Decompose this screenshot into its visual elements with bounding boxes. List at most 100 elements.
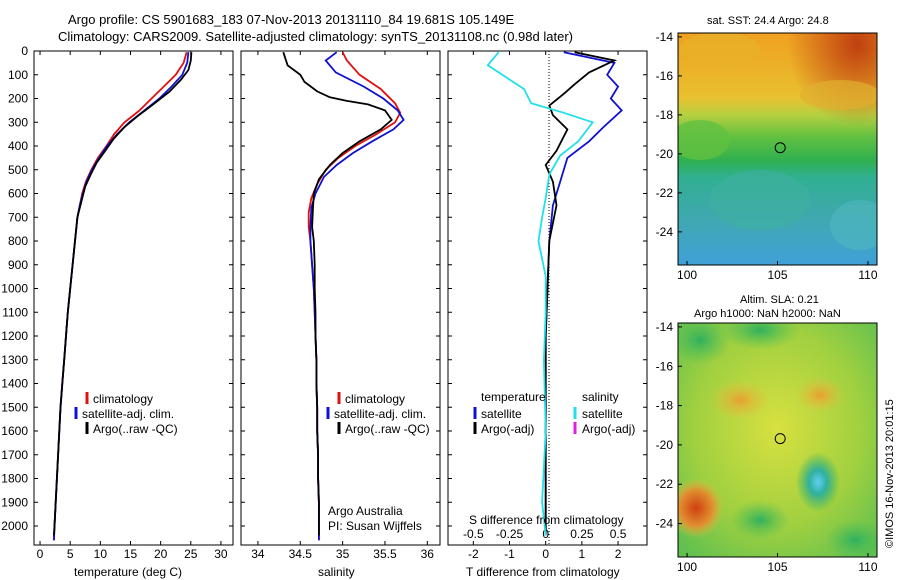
legend-label-argo: Argo(..raw -QC) bbox=[93, 422, 178, 436]
lat-tick-label: -14 bbox=[656, 320, 674, 334]
s-tick-label: 0.25 bbox=[570, 527, 594, 541]
sst-map-title: sat. SST: 24.4 Argo: 24.8 bbox=[707, 15, 829, 27]
legend-label-climatology: climatology bbox=[93, 392, 153, 406]
difference-x-label: T difference from climatology bbox=[466, 565, 620, 579]
float-position-marker bbox=[774, 142, 786, 154]
lon-tick-label: 100 bbox=[677, 268, 697, 282]
legend-title-salinity: salinity bbox=[582, 390, 619, 404]
depth-tick-label: 200 bbox=[8, 92, 28, 106]
depth-tick-label: 400 bbox=[8, 139, 28, 153]
x-tick-label: 10 bbox=[94, 547, 108, 561]
legend-label-satellite: satellite-adj. clim. bbox=[82, 407, 174, 421]
x-tick-label: 20 bbox=[154, 547, 168, 561]
depth-tick-label: 1400 bbox=[1, 377, 28, 391]
lon-tick-label: 105 bbox=[767, 560, 787, 574]
depth-tick-label: 800 bbox=[8, 234, 28, 248]
x-tick-label: 15 bbox=[124, 547, 138, 561]
sst-map-axes: 100 105 110 -14 -16 -18 -20 -22 -24 bbox=[656, 30, 878, 282]
depth-tick-label: 1300 bbox=[1, 353, 28, 367]
x-tick-label: -2 bbox=[468, 547, 479, 561]
salinity-annotation-1: Argo Australia bbox=[328, 504, 403, 518]
legend-label-t-argo: Argo(-adj) bbox=[481, 422, 534, 436]
depth-tick-label: 1000 bbox=[1, 282, 28, 296]
x-tick-label: 35 bbox=[336, 547, 350, 561]
x-tick-label: 5 bbox=[67, 547, 74, 561]
depth-tick-label: 1700 bbox=[1, 448, 28, 462]
legend-label-s-satellite: satellite bbox=[582, 407, 623, 421]
lat-tick-label: -18 bbox=[656, 108, 674, 122]
lat-tick-label: -16 bbox=[656, 69, 674, 83]
float-position-marker bbox=[774, 433, 786, 445]
imos-timestamp: ©IMOS 16-Nov-2013 20:01:15 bbox=[884, 399, 896, 548]
temperature-series bbox=[53, 51, 193, 541]
sla-map-title-2: Argo h1000: NaN h2000: NaN bbox=[694, 308, 841, 320]
depth-tick-label: 1500 bbox=[1, 400, 28, 414]
salinity-x-axis: 34 34.5 35 35.5 36 bbox=[251, 51, 434, 561]
sla-map-title-1: Altim. SLA: 0.21 bbox=[740, 294, 819, 306]
series-line-argo-raw-qc bbox=[53, 52, 193, 536]
lat-tick-label: -18 bbox=[656, 399, 674, 413]
s-tick-label: -0.25 bbox=[496, 527, 524, 541]
lon-tick-label: 110 bbox=[858, 268, 877, 282]
lon-tick-label: 100 bbox=[677, 560, 697, 574]
depth-tick-label: 700 bbox=[8, 210, 28, 224]
difference-x-axis: -2 -1 0 1 2-0.5 -0.25 0 0.25 0.5 bbox=[463, 51, 627, 561]
lat-tick-label: -20 bbox=[656, 438, 674, 452]
x-tick-label: 25 bbox=[184, 547, 198, 561]
depth-axis: 0 100 200 300 400 500 600 700 800 900 1000 1100 1200… bbox=[1, 44, 647, 533]
temperature-x-label: temperature (deg C) bbox=[74, 565, 182, 579]
series-line-argo-adj bbox=[544, 51, 618, 536]
lat-tick-label: -24 bbox=[656, 517, 674, 531]
depth-tick-label: 2000 bbox=[1, 519, 28, 533]
lat-tick-label: -24 bbox=[656, 225, 674, 239]
depth-tick-label: 100 bbox=[8, 68, 28, 82]
depth-tick-label: 300 bbox=[8, 115, 28, 129]
depth-tick-label: 1100 bbox=[2, 305, 28, 319]
header-line-1: Argo profile: CS 5901683_183 07-Nov-2013… bbox=[68, 12, 515, 27]
difference-axes-frame bbox=[447, 50, 648, 546]
depth-tick-label: 1900 bbox=[1, 495, 28, 509]
sst-field bbox=[678, 33, 877, 265]
difference-series bbox=[486, 51, 623, 536]
difference-panel: -2 -1 0 1 2-0.5 -0.25 0 0.25 0.5 temperature sal… bbox=[447, 50, 648, 579]
header-line-2: Climatology: CARS2009. Satellite-adjuste… bbox=[58, 29, 573, 44]
legend-label-t-satellite: satellite bbox=[481, 407, 522, 421]
salinity-axes-frame bbox=[240, 50, 441, 546]
legend-label-argo: Argo(..raw -QC) bbox=[345, 422, 430, 436]
difference-top-label: S difference from climatology bbox=[469, 513, 624, 527]
series-line-satellite bbox=[544, 51, 623, 536]
x-tick-label: 0 bbox=[37, 547, 44, 561]
x-tick-label: 1 bbox=[579, 547, 586, 561]
sla-field bbox=[678, 323, 877, 557]
depth-tick-label: 0 bbox=[21, 44, 28, 58]
salinity-legend: climatology satellite-adj. clim. Argo(..… bbox=[326, 392, 430, 436]
lat-tick-label: -22 bbox=[656, 477, 674, 491]
sla-map: Altim. SLA: 0.21 Argo h1000: NaN h2000: … bbox=[656, 294, 878, 574]
depth-tick-label: 1600 bbox=[1, 424, 28, 438]
salinity-annotation-2: PI: Susan Wijffels bbox=[328, 519, 422, 533]
legend-label-satellite: satellite-adj. clim. bbox=[334, 407, 426, 421]
lat-tick-label: -22 bbox=[656, 186, 674, 200]
depth-tick-label: 500 bbox=[8, 163, 28, 177]
x-tick-label: 0 bbox=[542, 547, 549, 561]
series-line-salinity-satellite bbox=[486, 51, 595, 536]
legend-title-temperature: temperature bbox=[481, 390, 546, 404]
x-tick-label: 2 bbox=[615, 547, 622, 561]
x-tick-label: 34.5 bbox=[289, 547, 313, 561]
salinity-x-label: salinity bbox=[318, 565, 355, 579]
depth-tick-label: 900 bbox=[8, 258, 28, 272]
sst-map: sat. SST: 24.4 Argo: 24.8 100 105 110 -14 -1… bbox=[656, 15, 878, 282]
depth-tick-label: 1800 bbox=[1, 472, 28, 486]
temperature-legend: climatology satellite-adj. clim. Argo(..… bbox=[74, 392, 178, 436]
temperature-x-axis: 0 5 10 15 20 25 30 bbox=[37, 51, 228, 561]
lon-tick-label: 110 bbox=[858, 560, 877, 574]
legend-label-s-argo: Argo(-adj) bbox=[582, 422, 635, 436]
legend-label-climatology: climatology bbox=[345, 392, 405, 406]
temperature-panel: 0100200300400500600700800900100011001200… bbox=[1, 44, 647, 579]
x-tick-label: 36 bbox=[421, 547, 435, 561]
depth-tick-label: 1200 bbox=[1, 329, 28, 343]
s-tick-label: 0.5 bbox=[610, 527, 627, 541]
series-line-climatology bbox=[53, 51, 188, 541]
x-tick-label: 35.5 bbox=[373, 547, 397, 561]
lat-tick-label: -16 bbox=[656, 359, 674, 373]
